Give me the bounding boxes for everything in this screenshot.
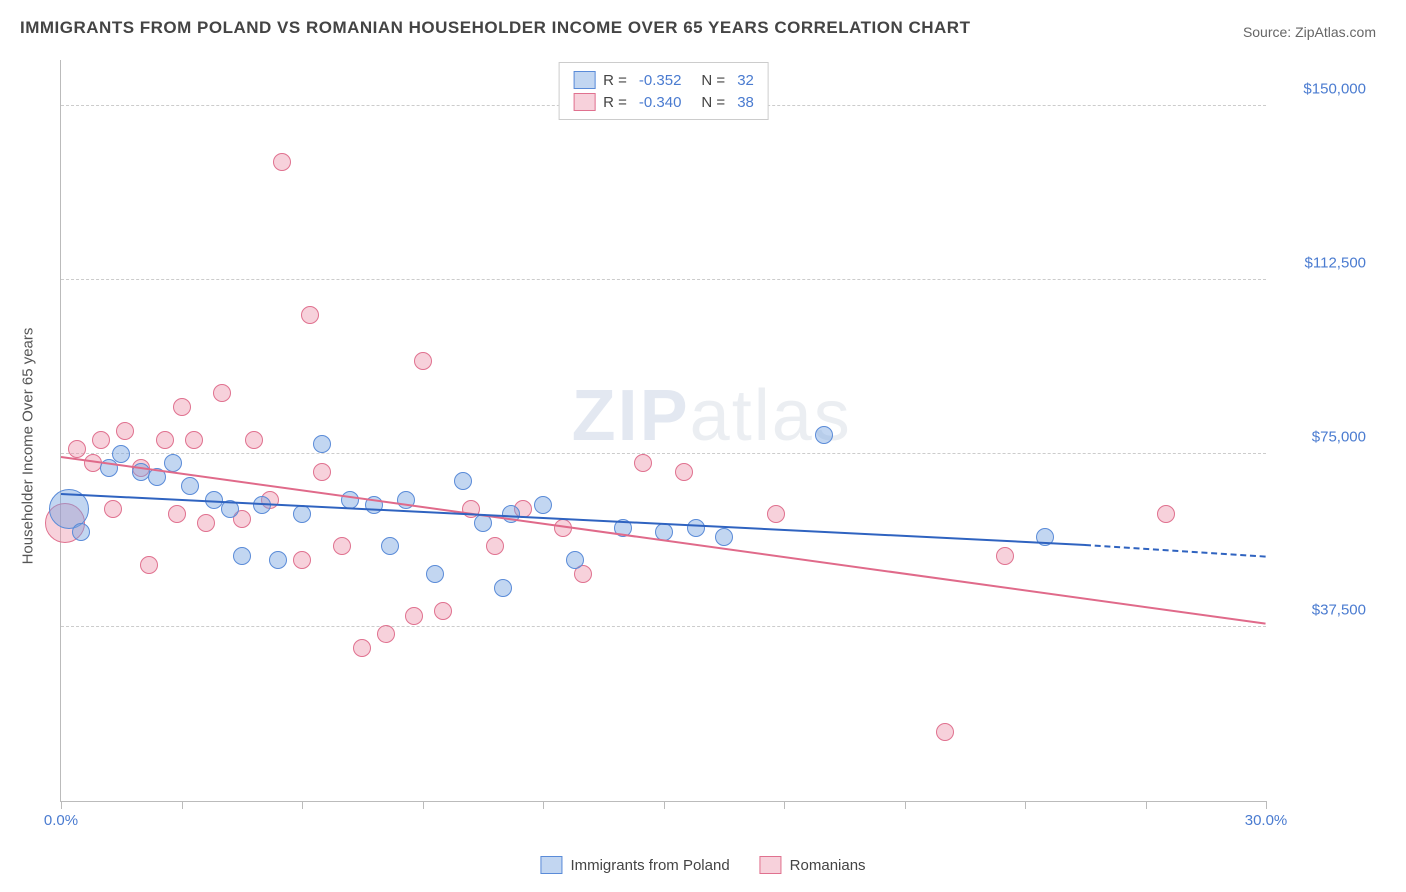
series-b-n: 38 <box>737 94 754 111</box>
series-b-point <box>185 431 203 449</box>
plot-area: ZIPatlas R = -0.352 N = 32 R = -0.340 N … <box>60 60 1266 802</box>
series-b-point <box>140 556 158 574</box>
series-b-point <box>92 431 110 449</box>
y-tick-label: $150,000 <box>1276 81 1366 98</box>
y-tick-label: $75,000 <box>1276 428 1366 445</box>
series-a-r: -0.352 <box>639 72 682 89</box>
gridline <box>61 453 1266 454</box>
series-b-point <box>675 463 693 481</box>
x-tick <box>784 801 785 809</box>
series-b-point <box>353 639 371 657</box>
x-tick <box>302 801 303 809</box>
series-a-n: 32 <box>737 72 754 89</box>
series-a-point <box>112 445 130 463</box>
series-a-point <box>72 523 90 541</box>
x-tick-label: 30.0% <box>1245 812 1288 829</box>
series-b-point <box>996 547 1014 565</box>
legend-row-a: R = -0.352 N = 32 <box>573 69 754 91</box>
x-tick <box>905 801 906 809</box>
x-tick <box>182 801 183 809</box>
series-b-point <box>634 454 652 472</box>
series-b-point <box>104 500 122 518</box>
series-b-point <box>405 607 423 625</box>
gridline <box>61 626 1266 627</box>
series-b-point <box>213 384 231 402</box>
legend-item-b: Romanians <box>760 856 866 874</box>
series-a-point <box>715 528 733 546</box>
n-label: N = <box>701 72 725 89</box>
x-tick <box>1146 801 1147 809</box>
series-b-point <box>293 551 311 569</box>
series-a-point <box>534 496 552 514</box>
series-b-point <box>197 514 215 532</box>
swatch-blue <box>573 71 595 89</box>
y-tick-label: $112,500 <box>1276 254 1366 271</box>
x-tick <box>543 801 544 809</box>
chart-area: ZIPatlas R = -0.352 N = 32 R = -0.340 N … <box>60 60 1376 832</box>
series-b-point <box>333 537 351 555</box>
x-tick-label: 0.0% <box>44 812 78 829</box>
series-b-point <box>301 306 319 324</box>
series-b-point <box>1157 505 1175 523</box>
series-a-point <box>181 477 199 495</box>
series-a-point <box>566 551 584 569</box>
series-a-point <box>815 426 833 444</box>
series-a-point <box>687 519 705 537</box>
watermark: ZIPatlas <box>572 375 852 457</box>
trend-line <box>61 456 1266 625</box>
series-a-point <box>233 547 251 565</box>
trend-line <box>1085 544 1266 558</box>
x-tick <box>1266 801 1267 809</box>
series-b-point <box>936 723 954 741</box>
series-a-point <box>164 454 182 472</box>
series-b-point <box>273 153 291 171</box>
x-tick <box>664 801 665 809</box>
source-label: Source: ZipAtlas.com <box>1243 24 1376 40</box>
x-tick <box>1025 801 1026 809</box>
series-a-point <box>269 551 287 569</box>
trend-line <box>61 493 1085 546</box>
swatch-blue <box>540 856 562 874</box>
series-b-point <box>173 398 191 416</box>
correlation-legend: R = -0.352 N = 32 R = -0.340 N = 38 <box>558 62 769 120</box>
series-b-point <box>116 422 134 440</box>
gridline <box>61 279 1266 280</box>
series-b-r: -0.340 <box>639 94 682 111</box>
series-a-point <box>293 505 311 523</box>
series-b-point <box>414 352 432 370</box>
series-a-name: Immigrants from Poland <box>570 857 729 874</box>
series-b-point <box>245 431 263 449</box>
r-label: R = <box>603 72 627 89</box>
watermark-bold: ZIP <box>572 376 690 456</box>
legend-row-b: R = -0.340 N = 38 <box>573 91 754 113</box>
series-b-point <box>68 440 86 458</box>
series-b-point <box>767 505 785 523</box>
swatch-pink <box>760 856 782 874</box>
y-tick-label: $37,500 <box>1276 602 1366 619</box>
series-b-point <box>156 431 174 449</box>
chart-title: IMMIGRANTS FROM POLAND VS ROMANIAN HOUSE… <box>20 18 970 38</box>
y-axis-title: Householder Income Over 65 years <box>20 328 37 565</box>
series-b-point <box>486 537 504 555</box>
n-label: N = <box>701 94 725 111</box>
x-tick <box>61 801 62 809</box>
series-a-point <box>494 579 512 597</box>
watermark-rest: atlas <box>690 376 852 456</box>
legend-item-a: Immigrants from Poland <box>540 856 729 874</box>
series-a-point <box>454 472 472 490</box>
series-b-point <box>313 463 331 481</box>
series-legend: Immigrants from Poland Romanians <box>540 856 865 874</box>
series-b-name: Romanians <box>790 857 866 874</box>
series-b-point <box>377 625 395 643</box>
x-tick <box>423 801 424 809</box>
series-b-point <box>168 505 186 523</box>
series-b-point <box>434 602 452 620</box>
swatch-pink <box>573 93 595 111</box>
series-a-point <box>313 435 331 453</box>
series-a-point <box>426 565 444 583</box>
r-label: R = <box>603 94 627 111</box>
series-a-point <box>381 537 399 555</box>
